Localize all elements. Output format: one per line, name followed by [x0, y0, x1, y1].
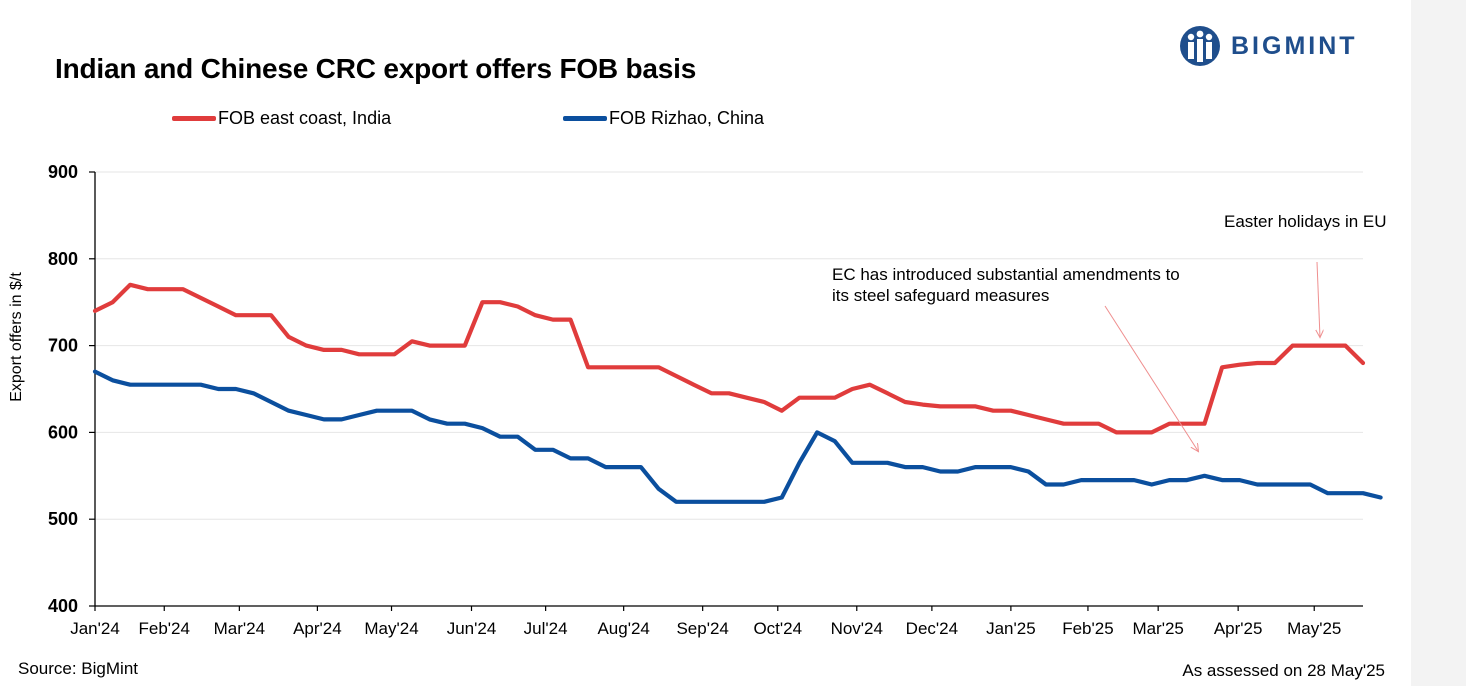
annotations: EC has introduced substantial amendments…	[832, 212, 1387, 452]
legend-swatch-china	[563, 115, 607, 121]
legend-swatch-india	[172, 115, 216, 121]
logo-text: BIGMINT	[1231, 31, 1358, 60]
x-tick-label-7: Aug'24	[597, 619, 649, 638]
x-tick-label-0: Jan'24	[70, 619, 120, 638]
legend-item-china: FOB Rizhao, China	[563, 108, 764, 128]
legend-item-india: FOB east coast, India	[172, 108, 391, 128]
annotation-ec-line-0: EC has introduced substantial amendments…	[832, 265, 1180, 284]
series-line-india	[92, 282, 1366, 435]
side-strip	[1411, 0, 1466, 686]
annotation-ec-arrow	[1104, 305, 1199, 452]
x-tick-label-14: Mar'25	[1132, 619, 1183, 638]
bigmint-logo: BIGMINT	[1177, 26, 1358, 66]
x-tick-label-13: Feb'25	[1062, 619, 1113, 638]
x-tick-label-12: Jan'25	[986, 619, 1036, 638]
logo-mark-icon	[1180, 26, 1220, 66]
y-tick-label-900: 900	[48, 162, 78, 182]
y-tick-label-500: 500	[48, 509, 78, 529]
grid-lines	[95, 171, 1363, 520]
x-tick-label-11: Dec'24	[906, 619, 958, 638]
x-tick-label-2: Mar'24	[214, 619, 265, 638]
series-line-china	[92, 369, 1383, 504]
x-tick-label-3: Apr'24	[293, 619, 342, 638]
x-tick-label-16: May'25	[1287, 619, 1341, 638]
chart-title: Indian and Chinese CRC export offers FOB…	[55, 53, 697, 84]
x-tick-label-8: Sep'24	[676, 619, 728, 638]
legend-label-india: FOB east coast, India	[218, 107, 392, 128]
axes: 400 500 600 700 800 900 Jan'24 Feb'24 Mar'24 Apr'…	[48, 162, 1363, 638]
y-tick-label-600: 600	[48, 422, 78, 442]
legend-label-china: FOB Rizhao, China	[609, 107, 765, 128]
annotation-ec-line-1: its steel safeguard measures	[832, 286, 1049, 305]
x-tick-label-5: Jun'24	[447, 619, 497, 638]
x-tick-label-9: Oct'24	[753, 619, 802, 638]
y-tick-label-400: 400	[48, 596, 78, 616]
series-lines	[92, 282, 1383, 504]
x-tick-label-6: Jul'24	[524, 619, 568, 638]
x-tick-label-10: Nov'24	[831, 619, 883, 638]
annotation-easter-text: Easter holidays in EU	[1224, 212, 1387, 231]
assessed-note: As assessed on 28 May'25	[1182, 661, 1385, 680]
x-tick-label-1: Feb'24	[139, 619, 190, 638]
y-tick-label-700: 700	[48, 336, 78, 356]
annotation-easter-arrow	[1317, 261, 1320, 338]
x-tick-label-15: Apr'25	[1214, 619, 1263, 638]
x-tick-label-4: May'24	[364, 619, 418, 638]
source-note: Source: BigMint	[18, 659, 138, 678]
y-tick-label-800: 800	[48, 249, 78, 269]
